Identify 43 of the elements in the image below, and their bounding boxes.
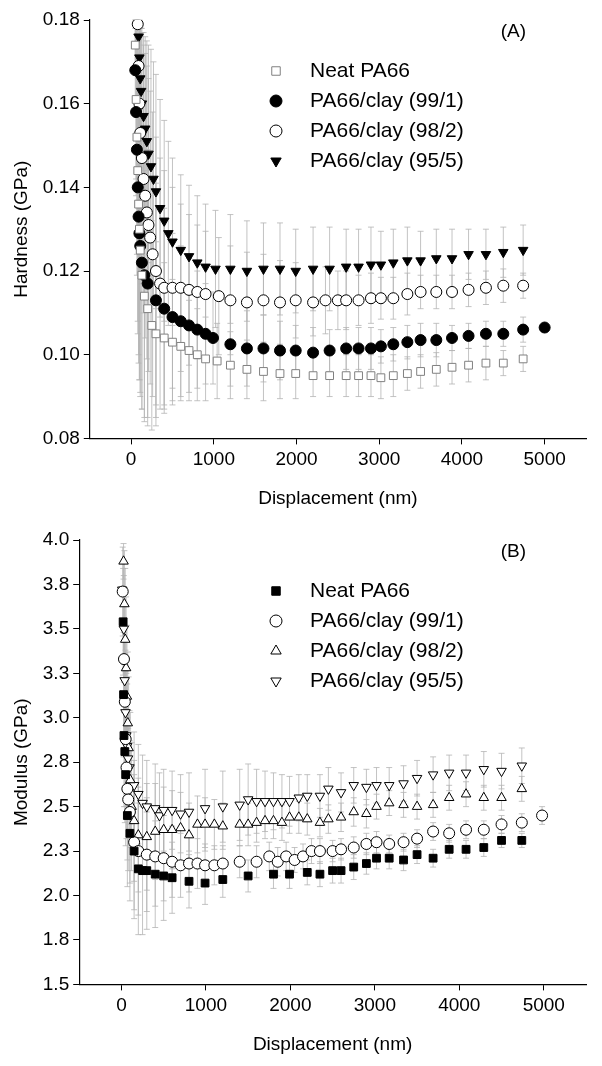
x-tick-label: 3000 bbox=[358, 448, 401, 470]
x-tick-label: 3000 bbox=[353, 994, 396, 1016]
legend-label: Neat PA66 bbox=[310, 57, 411, 81]
annotation: (A) bbox=[500, 19, 526, 41]
y-tick-label: 0.10 bbox=[42, 342, 80, 364]
x-tick-label: 1000 bbox=[192, 448, 235, 470]
y-tick-label: 1.5 bbox=[42, 972, 70, 994]
y-tick-label: 3.5 bbox=[42, 617, 70, 639]
legend-label: PA66/clay (99/1) bbox=[310, 87, 464, 111]
x-tick-label: 2000 bbox=[269, 994, 312, 1016]
annotation: (B) bbox=[500, 539, 526, 561]
y-tick-label: 0.12 bbox=[42, 259, 80, 281]
x-tick-label: 4000 bbox=[438, 994, 481, 1016]
y-tick-label: 2.0 bbox=[42, 883, 70, 905]
y-axis-title: Modulus (GPa) bbox=[9, 698, 31, 827]
y-tick-label: 0.18 bbox=[42, 8, 80, 30]
legend-label: Neat PA66 bbox=[310, 577, 411, 601]
legend-label: PA66/clay (95/5) bbox=[310, 667, 464, 691]
legend-label: PA66/clay (95/5) bbox=[310, 147, 464, 171]
y-tick-label: 0.08 bbox=[42, 426, 80, 448]
x-tick-label: 0 bbox=[116, 994, 127, 1016]
x-axis-title: Displacement (nm) bbox=[252, 1032, 413, 1054]
legend-label: PA66/clay (98/2) bbox=[310, 117, 464, 141]
y-tick-label: 2.3 bbox=[42, 839, 70, 861]
y-tick-label: 1.8 bbox=[42, 928, 70, 950]
y-tick-label: 3.8 bbox=[42, 572, 70, 594]
legend-label: PA66/clay (98/2) bbox=[310, 637, 464, 661]
y-tick-label: 3.3 bbox=[42, 661, 70, 683]
y-tick-label: 0.16 bbox=[42, 91, 80, 113]
y-tick-label: 3.0 bbox=[42, 705, 70, 727]
x-tick-label: 0 bbox=[125, 448, 137, 470]
y-axis-title: Hardness (GPa) bbox=[9, 160, 31, 298]
y-tick-label: 0.14 bbox=[42, 175, 81, 197]
legend-label: PA66/clay (99/1) bbox=[310, 607, 464, 631]
x-tick-label: 1000 bbox=[184, 994, 228, 1016]
y-tick-label: 2.5 bbox=[42, 794, 70, 816]
y-tick-label: 2.8 bbox=[42, 750, 70, 772]
x-axis-title: Displacement (nm) bbox=[258, 486, 418, 508]
x-tick-label: 5000 bbox=[522, 994, 565, 1016]
y-tick-label: 4.0 bbox=[42, 528, 70, 550]
x-tick-label: 2000 bbox=[275, 448, 318, 470]
x-tick-label: 4000 bbox=[440, 448, 484, 470]
x-tick-label: 5000 bbox=[523, 448, 566, 470]
